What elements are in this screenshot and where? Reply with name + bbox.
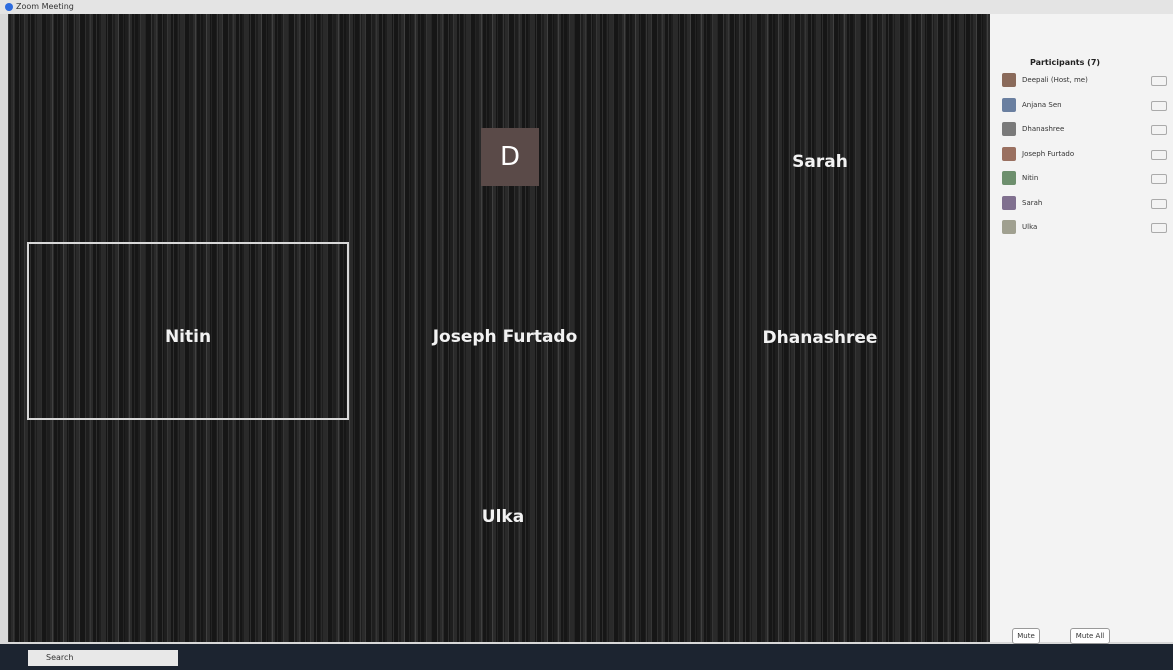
participant-name: Dhanashree (1022, 125, 1065, 133)
app-icon (5, 3, 13, 11)
media-icon[interactable] (1151, 125, 1167, 135)
participants-panel: Participants (7) Deepali (Host, me) Anjan… (990, 14, 1173, 644)
participant-row[interactable]: Joseph Furtado (1002, 146, 1167, 165)
participant-avatar (1002, 122, 1016, 136)
tile-name: Nitin (164, 327, 212, 347)
media-icon[interactable] (1151, 198, 1167, 209)
participant-name: Nitin (1022, 174, 1039, 182)
window-title: Zoom Meeting (16, 2, 74, 11)
media-icon[interactable] (1151, 223, 1167, 233)
participant-row[interactable]: Ulka (1002, 220, 1167, 238)
media-icon[interactable] (1151, 149, 1167, 160)
title-bar (0, 0, 1173, 14)
participant-avatar (1002, 220, 1016, 234)
mute-all-button[interactable]: Mute All (1070, 628, 1110, 644)
panel-title: Participants (7) (1029, 58, 1101, 67)
participant-name: Deepali (Host, me) (1022, 76, 1088, 84)
participant-name: Ulka (1022, 223, 1038, 231)
participant-row[interactable]: Deepali (Host, me) (1002, 73, 1167, 91)
search-box[interactable]: Search (28, 650, 178, 666)
participant-row[interactable]: Nitin (1002, 171, 1167, 189)
participant-avatar (1002, 97, 1016, 112)
active-speaker-frame (27, 242, 349, 420)
tile-name: Ulka (481, 507, 525, 527)
media-icon[interactable] (1151, 76, 1167, 86)
tile-name: Joseph Furtado (432, 327, 578, 347)
participant-row[interactable]: Dhanashree (1002, 122, 1167, 140)
participant-row[interactable]: Sarah (1002, 195, 1167, 214)
tile-name: Sarah (792, 152, 848, 172)
participant-name: Anjana Sen (1022, 100, 1062, 109)
participant-name: Joseph Furtado (1022, 149, 1075, 158)
media-icon[interactable] (1151, 174, 1167, 184)
media-icon[interactable] (1151, 100, 1167, 111)
participant-avatar (1002, 73, 1016, 87)
mute-button[interactable]: Mute (1012, 628, 1040, 644)
participant-row[interactable]: Anjana Sen (1002, 97, 1167, 116)
participant-name: Sarah (1022, 198, 1043, 207)
participant-avatar (1002, 195, 1016, 210)
avatar-tile: D (481, 128, 539, 186)
participant-avatar (1002, 146, 1016, 161)
tile-name: Dhanashree (762, 328, 878, 348)
video-grid (8, 14, 990, 642)
participant-avatar (1002, 171, 1016, 185)
taskbar (0, 644, 1173, 670)
